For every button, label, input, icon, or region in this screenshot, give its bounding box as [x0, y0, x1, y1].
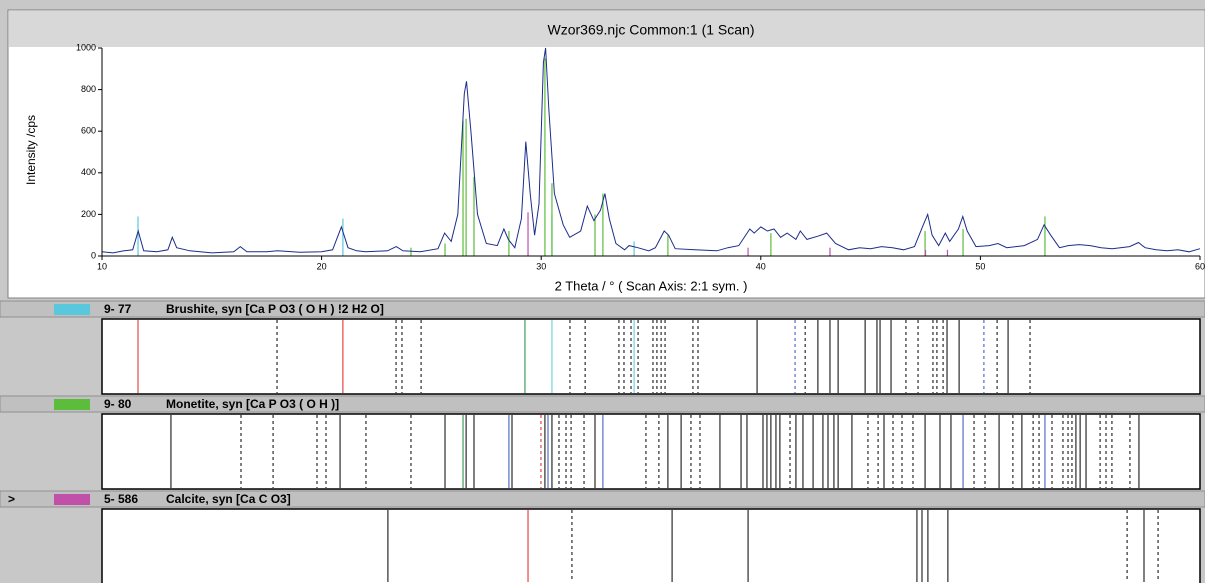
current-marker: >	[8, 492, 15, 506]
phase-name: Monetite, syn [Ca P O3 ( O H )]	[166, 397, 339, 411]
chart-title: Wzor369.njc Common:1 (1 Scan)	[548, 22, 755, 38]
chart-frame	[7, 9, 1205, 299]
phase-header	[0, 395, 1205, 413]
x-tick-label: 60	[1195, 261, 1205, 271]
y-tick-label: 200	[81, 209, 96, 219]
phase-swatch	[54, 494, 90, 505]
x-tick-label: 30	[536, 261, 546, 271]
phase-header	[0, 300, 1205, 318]
scan-line	[101, 47, 1201, 254]
phase-code: 9- 80	[104, 397, 132, 411]
x-tick-label: 20	[317, 261, 327, 271]
y-tick-label: 800	[81, 84, 96, 94]
phase-name: Brushite, syn [Ca P O3 ( O H ) !2 H2 O]	[166, 302, 384, 316]
y-axis-label: Intensity /cps	[24, 115, 38, 185]
phase-header	[0, 490, 1205, 508]
x-tick-label: 50	[975, 261, 985, 271]
phase-code: 5- 586	[104, 492, 138, 506]
y-tick-label: 1000	[76, 42, 96, 52]
y-tick-label: 400	[81, 167, 96, 177]
phase-panel	[101, 508, 1201, 583]
x-tick-label: 10	[97, 261, 107, 271]
y-tick-label: 600	[81, 126, 96, 136]
phase-name: Calcite, syn [Ca C O3]	[166, 492, 291, 506]
y-tick-label: 0	[91, 250, 96, 260]
x-tick-label: 40	[756, 261, 766, 271]
chart-header	[9, 11, 1204, 47]
phase-code: 9- 77	[104, 302, 132, 316]
phase-swatch	[54, 399, 90, 410]
phase-panel	[101, 413, 1201, 490]
x-axis-label: 2 Theta / ° ( Scan Axis: 2:1 sym. )	[555, 278, 748, 293]
phase-panel	[101, 318, 1201, 395]
phase-swatch	[54, 304, 90, 315]
